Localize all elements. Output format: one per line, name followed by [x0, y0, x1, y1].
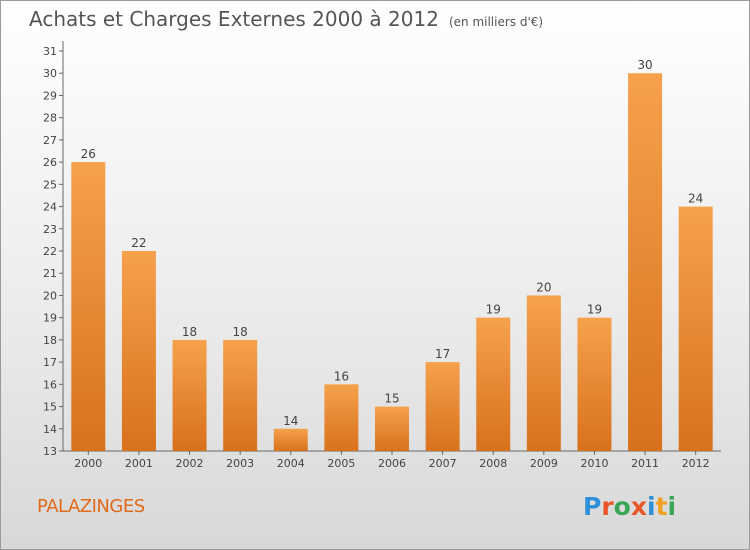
commune-name: PALAZINGES — [37, 496, 145, 517]
x-tick-label-2010: 2010 — [580, 457, 608, 470]
y-tick-label: 26 — [43, 156, 57, 169]
value-label-2007: 17 — [435, 347, 450, 361]
x-tick-label-2008: 2008 — [479, 457, 507, 470]
y-tick-label: 20 — [43, 289, 57, 302]
y-tick-label: 27 — [43, 134, 57, 147]
value-label-2001: 22 — [131, 236, 146, 250]
value-label-2002: 18 — [182, 325, 197, 339]
y-tick-label: 30 — [43, 67, 57, 80]
chart-unit: (en milliers d'€) — [448, 15, 544, 29]
x-tick-label-2005: 2005 — [327, 457, 355, 470]
logo-letter: i — [667, 492, 677, 521]
logo-letter: t — [655, 492, 668, 521]
bar-2009 — [526, 295, 561, 451]
y-tick-label: 31 — [43, 45, 57, 58]
value-label-2010: 19 — [587, 303, 602, 317]
bar-2008 — [476, 317, 511, 451]
y-tick-label: 28 — [43, 112, 57, 125]
y-tick-label: 19 — [43, 312, 57, 325]
bar-2006 — [375, 406, 409, 451]
x-tick-label-2002: 2002 — [176, 457, 204, 470]
x-tick-label-2011: 2011 — [631, 457, 659, 470]
y-tick-label: 14 — [43, 423, 57, 436]
value-label-2000: 26 — [81, 147, 96, 161]
labels-group: 26 2000 22 2001 18 2002 18 2003 14 2004 16 2005 15 20… — [74, 58, 709, 470]
value-label-2004: 14 — [283, 414, 298, 428]
x-tick-label-2012: 2012 — [682, 457, 710, 470]
logo-letter: o — [613, 492, 631, 521]
value-label-2009: 20 — [536, 280, 551, 294]
chart-title: Achats et Charges Externes 2000 à 2012 — [29, 7, 439, 31]
x-tick-label-2004: 2004 — [277, 457, 305, 470]
y-tick-label: 16 — [43, 378, 57, 391]
value-label-2003: 18 — [233, 325, 248, 339]
y-tick-label: 29 — [43, 89, 57, 102]
value-label-2005: 16 — [334, 369, 349, 383]
bar-2004 — [273, 428, 308, 451]
value-label-2006: 15 — [384, 392, 399, 406]
logo-letter: P — [583, 492, 602, 521]
x-tick-label-2003: 2003 — [226, 457, 254, 470]
x-tick-label-2009: 2009 — [530, 457, 558, 470]
bar-2001 — [121, 251, 156, 451]
y-tick-label: 13 — [43, 445, 57, 458]
y-tick-label: 18 — [43, 334, 57, 347]
x-tick-label-2001: 2001 — [125, 457, 153, 470]
x-tick-label-2006: 2006 — [378, 457, 406, 470]
y-tick-label: 23 — [43, 223, 57, 236]
y-tick-label: 21 — [43, 267, 57, 280]
y-tick-label: 25 — [43, 178, 57, 191]
value-label-2008: 19 — [486, 303, 501, 317]
bar-2002 — [172, 339, 207, 451]
x-tick-label-2000: 2000 — [74, 457, 102, 470]
axes: 13 14 15 16 17 18 19 20 21 22 23 24 25 26 27 28 29 30 31 — [43, 41, 721, 458]
bar-2011 — [628, 73, 663, 451]
logo-letter: i — [647, 492, 656, 521]
bar-2003 — [223, 339, 258, 451]
title-row: Achats et Charges Externes 2000 à 2012 (e… — [29, 7, 543, 31]
logo-letter: x — [630, 492, 647, 521]
bar-2012 — [678, 206, 713, 451]
bar-2007 — [425, 362, 460, 451]
bar-2010 — [577, 317, 612, 451]
y-tick-label: 22 — [43, 245, 57, 258]
value-label-2012: 24 — [688, 192, 703, 206]
x-tick-label-2007: 2007 — [429, 457, 457, 470]
bars-group — [71, 73, 713, 451]
bar-2005 — [324, 384, 359, 451]
y-tick-label: 17 — [43, 356, 57, 369]
y-tick-label: 15 — [43, 401, 57, 414]
proxiti-logo: Proxiti — [583, 492, 676, 521]
value-label-2011: 30 — [637, 58, 652, 72]
y-tick-label: 24 — [43, 201, 57, 214]
logo-letter: r — [601, 492, 614, 521]
bar-2000 — [71, 162, 106, 451]
